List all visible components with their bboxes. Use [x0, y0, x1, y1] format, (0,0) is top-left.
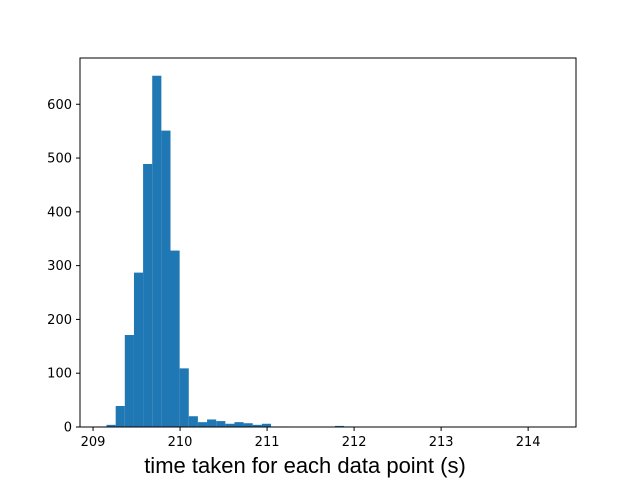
- x-tick-label: 211: [255, 435, 280, 450]
- y-tick-label: 600: [47, 98, 72, 113]
- y-tick-label: 200: [47, 313, 72, 328]
- plot-area-frame: [79, 57, 577, 428]
- y-axis-ticks: 0 100 200 300 400 500 600: [47, 98, 80, 436]
- x-tick-label: 213: [429, 435, 454, 450]
- x-tick-label: 210: [168, 435, 193, 450]
- x-axis-ticks: 209 210 211 212 213 214: [81, 427, 541, 450]
- x-tick-label: 212: [342, 435, 367, 450]
- histogram-bar-1: [106, 424, 116, 427]
- x-tick-label: 214: [516, 435, 541, 450]
- histogram-bar-12: [207, 419, 217, 427]
- histogram-bar-18: [261, 423, 272, 427]
- y-tick-label: 100: [47, 367, 72, 382]
- histogram-bar-3: [124, 335, 134, 427]
- histogram-bar-10: [188, 416, 198, 427]
- histogram-bar-17: [252, 424, 262, 427]
- x-tick-label: 209: [81, 435, 106, 450]
- histogram-bar-9: [179, 368, 189, 427]
- x-axis-title: time taken for each data point (s): [144, 453, 466, 478]
- histogram-bar-14: [225, 423, 235, 427]
- bars-group: [97, 75, 354, 427]
- histogram-bar-15: [234, 422, 244, 427]
- histogram-bar-16: [243, 423, 253, 427]
- histogram-bar-13: [216, 421, 226, 427]
- histogram-bar-5: [143, 163, 153, 427]
- histogram-bar-4: [133, 272, 144, 427]
- histogram-bar-8: [170, 250, 180, 427]
- histogram-bar-21: [334, 425, 345, 427]
- histogram-bar-2: [115, 406, 125, 427]
- y-tick-label: 0: [64, 421, 72, 436]
- y-tick-label: 400: [47, 205, 72, 220]
- y-tick-label: 500: [47, 152, 72, 167]
- histogram-bar-11: [197, 422, 208, 427]
- y-tick-label: 300: [47, 259, 72, 274]
- histogram-bar-7: [161, 130, 171, 427]
- histogram-bar-6: [152, 75, 162, 427]
